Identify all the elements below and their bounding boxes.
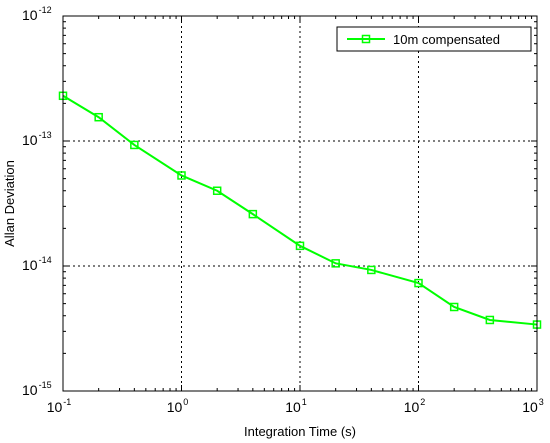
y-axis-label: Allan Deviation: [2, 160, 17, 247]
y-tick-label: 10-12: [22, 5, 52, 23]
y-tick-labels: 10-15 10-14 10-13 10-12: [22, 5, 52, 398]
x-tick-label: 103: [522, 397, 544, 415]
legend: 10m compensated: [336, 26, 532, 52]
x-tick-label: 100: [167, 397, 189, 415]
series-line: [62, 94, 538, 326]
data-point: [414, 278, 423, 288]
y-tick-label: 10-14: [22, 255, 52, 273]
data-point: [94, 112, 103, 122]
data-point: [367, 265, 376, 275]
x-tick-label: 101: [285, 397, 307, 415]
data-point: [485, 315, 495, 325]
data-point: [449, 302, 459, 312]
data-point: [331, 259, 340, 268]
data-point: [177, 171, 186, 180]
data-point: [295, 241, 305, 251]
x-tick-label: 10-1: [47, 397, 72, 415]
data-point: [130, 140, 139, 150]
data-point: [248, 209, 258, 219]
plot-frame: [62, 15, 538, 392]
legend-swatch-marker: [361, 34, 371, 44]
legend-label: 10m compensated: [393, 32, 500, 47]
y-tick-label: 10-13: [22, 130, 52, 148]
y-tick-label: 10-15: [22, 380, 52, 398]
x-axis-label: Integration Time (s): [244, 424, 356, 439]
x-tick-labels: 10-1 100 101 102 103: [47, 397, 544, 415]
x-tick-label: 102: [404, 397, 426, 415]
data-point: [212, 186, 222, 195]
